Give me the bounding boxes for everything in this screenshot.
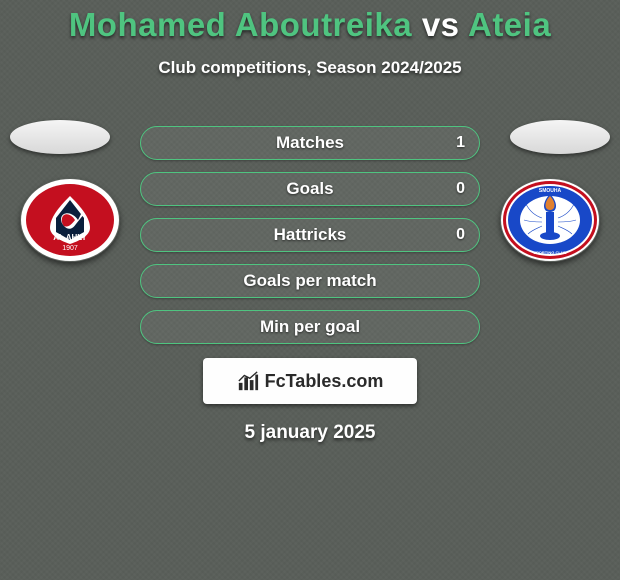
- stat-pill-goals: Goals 0: [140, 172, 480, 206]
- player2-name: Ateia: [468, 6, 551, 43]
- subtitle: Club competitions, Season 2024/2025: [0, 58, 620, 78]
- bar-chart-icon: [237, 370, 259, 392]
- stat-label: Min per goal: [260, 317, 360, 337]
- brand-badge: FcTables.com: [203, 358, 417, 404]
- stat-label: Hattricks: [274, 225, 347, 245]
- stat-right-value: 0: [456, 180, 465, 198]
- stat-row: Min per goal: [0, 304, 620, 350]
- stat-right-value: 1: [456, 134, 465, 152]
- stat-row: Matches 1: [0, 120, 620, 166]
- stat-pill-goals-per-match: Goals per match: [140, 264, 480, 298]
- page-title: Mohamed Aboutreika vs Ateia: [0, 0, 620, 44]
- vs-text: vs: [422, 6, 460, 43]
- stat-label: Matches: [276, 133, 344, 153]
- stat-right-value: 0: [456, 226, 465, 244]
- stat-row: Hattricks 0: [0, 212, 620, 258]
- stat-pill-min-per-goal: Min per goal: [140, 310, 480, 344]
- stat-pill-hattricks: Hattricks 0: [140, 218, 480, 252]
- player1-name: Mohamed Aboutreika: [69, 6, 412, 43]
- stat-label: Goals per match: [243, 271, 376, 291]
- stat-label: Goals: [286, 179, 333, 199]
- stats-list: Matches 1 Goals 0 Hattricks 0 Goals per …: [0, 120, 620, 444]
- stat-row: Goals 0: [0, 166, 620, 212]
- date-text: 5 january 2025: [0, 422, 620, 444]
- brand-text: FcTables.com: [265, 371, 384, 392]
- stat-row: Goals per match: [0, 258, 620, 304]
- stat-pill-matches: Matches 1: [140, 126, 480, 160]
